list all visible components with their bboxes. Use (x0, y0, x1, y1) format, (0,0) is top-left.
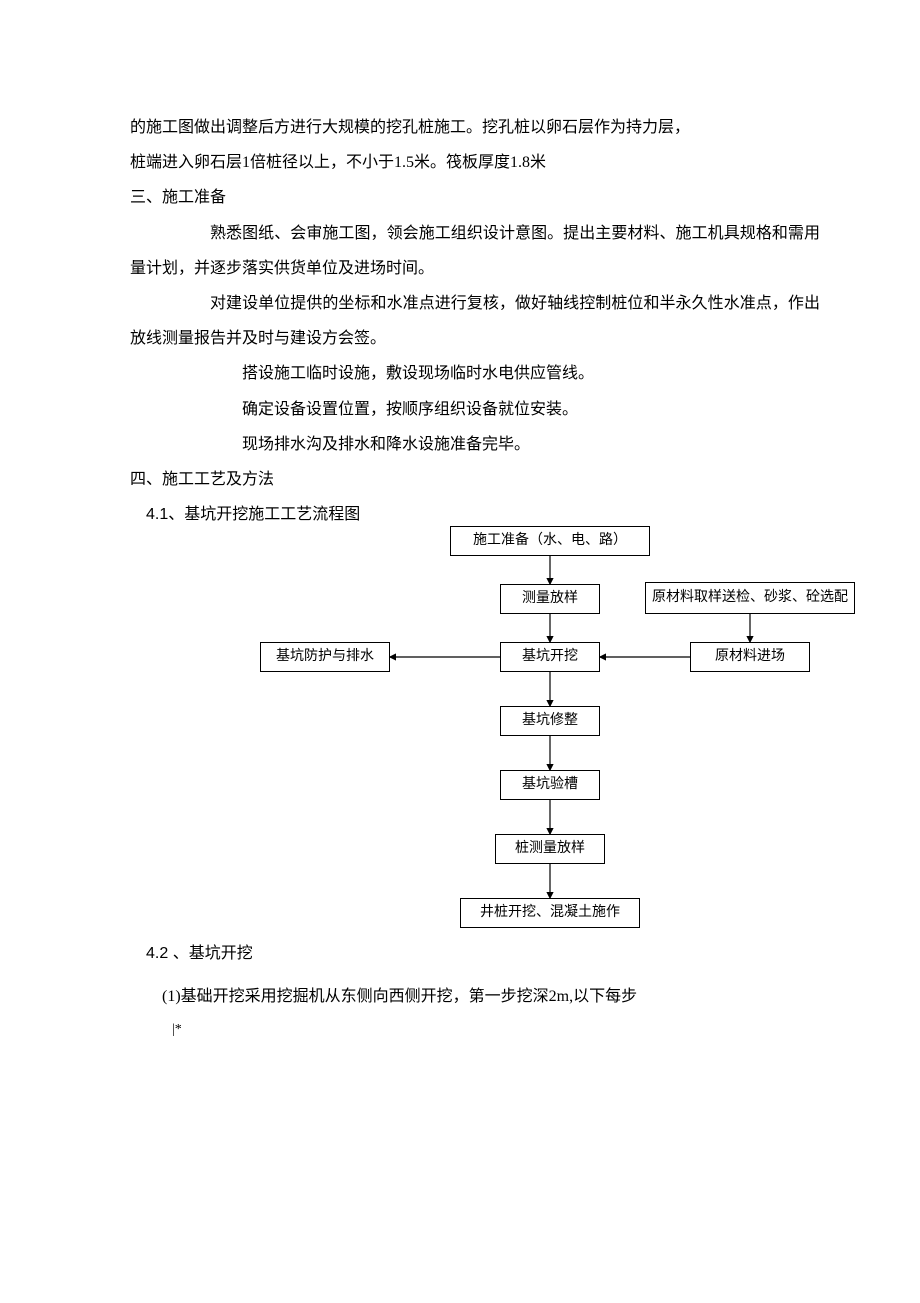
intro-line-1: 的施工图做出调整后方进行大规模的挖孔桩施工。挖孔桩以卵石层作为持力层， (130, 110, 820, 145)
section3-p1: 熟悉图纸、会审施工图，领会施工组织设计意图。提出主要材料、施工机具规格和需用量计… (130, 216, 820, 286)
flowchart-node-n7: 基坑修整 (500, 706, 600, 736)
footnote-mark: |* (130, 1015, 820, 1046)
flowchart-node-n6: 原材料进场 (690, 642, 810, 672)
section-4-heading: 四、施工工艺及方法 (130, 462, 820, 497)
flowchart-node-n9: 桩测量放样 (495, 834, 605, 864)
section3-p5: 现场排水沟及排水和降水设施准备完毕。 (130, 427, 820, 462)
flowchart-node-n1: 施工准备（水、电、路） (450, 526, 650, 556)
flowchart-node-n4: 基坑防护与排水 (260, 642, 390, 672)
flowchart-node-n10: 井桩开挖、混凝土施作 (460, 898, 640, 928)
intro-line-2: 桩端进入卵石层1倍桩径以上，不小于1.5米。筏板厚度1.8米 (130, 145, 820, 180)
section3-p2: 对建设单位提供的坐标和水准点进行复核，做好轴线控制桩位和半永久性水准点，作出放线… (130, 286, 820, 356)
section3-p3: 搭设施工临时设施，敷设现场临时水电供应管线。 (130, 356, 820, 391)
flowchart-node-n8: 基坑验槽 (500, 770, 600, 800)
flowchart: 施工准备（水、电、路）测量放样原材料取样送检、砂浆、砼选配基坑防护与排水基坑开挖… (250, 526, 770, 956)
section-3-heading: 三、施工准备 (130, 180, 820, 215)
section4-item1: (1)基础开挖采用挖掘机从东侧向西侧开挖，第一步挖深2m,以下每步 (130, 979, 820, 1014)
section3-p4: 确定设备设置位置，按顺序组织设备就位安装。 (130, 392, 820, 427)
flowchart-node-n2: 测量放样 (500, 584, 600, 614)
flowchart-node-n5: 基坑开挖 (500, 642, 600, 672)
flowchart-node-n3: 原材料取样送检、砂浆、砼选配 (645, 582, 855, 614)
